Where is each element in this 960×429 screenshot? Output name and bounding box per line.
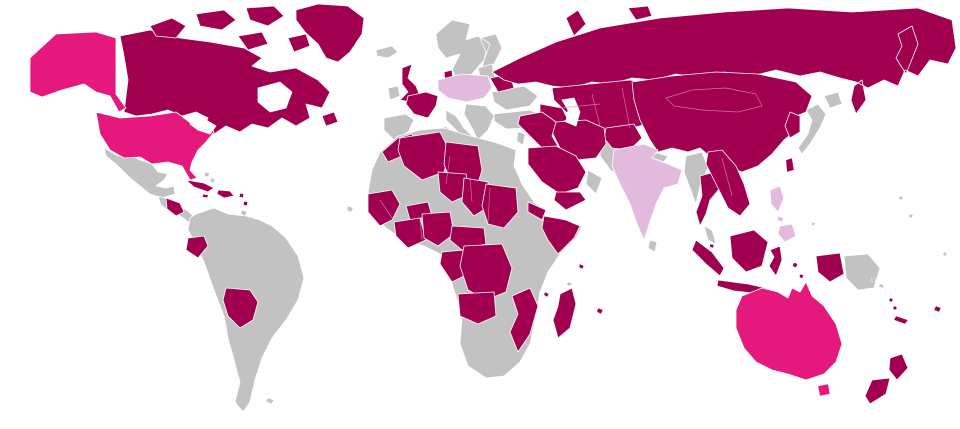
- region-russia: [491, 5, 957, 115]
- region-eritrea-djibouti: [527, 201, 547, 221]
- great-lakes: [189, 117, 217, 135]
- region-korea: [784, 111, 801, 139]
- region-china-mongolia: [631, 71, 813, 173]
- region-taiwan: [785, 157, 795, 173]
- region-ivory-coast-ghana: [393, 217, 427, 249]
- internal-border-indochina: [721, 157, 733, 197]
- region-sudan: [481, 183, 519, 229]
- region-cape-verde: [346, 205, 354, 213]
- region-iraq-syria: [517, 111, 559, 151]
- region-ecuador: [185, 235, 209, 259]
- region-angola: [457, 291, 497, 325]
- region-trinidad: [240, 209, 248, 217]
- region-balkans: [463, 103, 495, 141]
- region-alaska: [29, 31, 127, 113]
- region-mexico: [103, 147, 176, 199]
- region-levant: [516, 131, 526, 146]
- region-pacific-gray-islands: [870, 195, 948, 289]
- region-france: [405, 91, 439, 119]
- region-niger: [437, 171, 471, 203]
- region-indochina: [705, 149, 751, 217]
- region-india-bangladesh: [611, 143, 683, 241]
- region-sri-lanka: [647, 239, 658, 253]
- region-indian-ocean-dark-islands: [543, 263, 604, 315]
- region-yemen: [553, 191, 587, 211]
- region-algeria: [397, 131, 451, 181]
- region-falklands: [265, 397, 275, 405]
- region-iran: [551, 119, 607, 161]
- region-united-states: [95, 111, 215, 181]
- internal-border-mongolia: [665, 87, 763, 113]
- region-iberia: [383, 113, 415, 141]
- region-seychelles: [566, 281, 573, 287]
- region-oman: [585, 169, 603, 195]
- internal-borders-africa: [379, 155, 491, 241]
- region-tasmania: [817, 383, 831, 397]
- region-pacific-dark-islands: [888, 297, 942, 325]
- region-ireland: [387, 85, 401, 101]
- region-gabon-congo: [439, 249, 469, 283]
- region-madagascar: [552, 287, 577, 339]
- region-australia: [735, 281, 843, 381]
- region-new-zealand: [864, 353, 909, 405]
- region-ukraine: [491, 85, 539, 111]
- region-somalia: [541, 215, 581, 255]
- region-malay-peninsula: [703, 225, 717, 245]
- region-scandinavia: [435, 19, 503, 81]
- region-myanmar: [683, 151, 709, 205]
- region-iceland: [375, 45, 399, 59]
- region-dr-congo: [459, 243, 513, 301]
- region-bolivia: [222, 287, 259, 329]
- region-caribbean-dark: [185, 179, 249, 207]
- region-nigeria: [421, 211, 455, 247]
- hudson-bay: [257, 81, 293, 113]
- region-germany-poland-czechia: [437, 73, 493, 103]
- region-singapore: [709, 243, 715, 249]
- region-west-africa-coast: [367, 189, 401, 227]
- region-philippines: [769, 185, 817, 243]
- caspian-sea: [561, 97, 581, 127]
- region-mozambique: [509, 287, 539, 353]
- region-saudi-arabia: [527, 145, 587, 195]
- region-bahamas: [203, 171, 216, 184]
- region-japan: [797, 91, 843, 155]
- region-greenland: [295, 3, 365, 63]
- region-nicaragua: [165, 197, 185, 217]
- region-canadian-arctic-islands: [149, 5, 311, 53]
- internal-borders-central-asia: [559, 87, 631, 129]
